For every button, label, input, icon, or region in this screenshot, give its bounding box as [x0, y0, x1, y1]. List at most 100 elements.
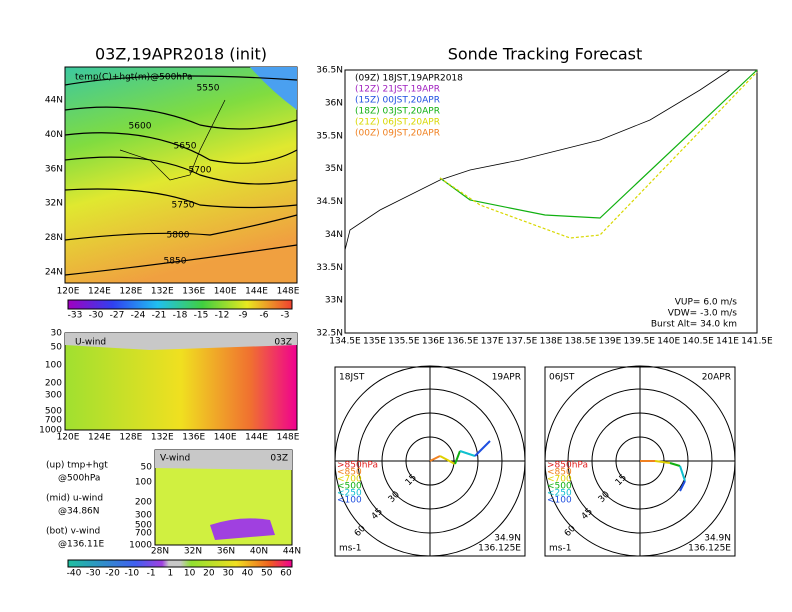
hodo-seg [654, 460, 671, 464]
label: -30 [89, 311, 104, 321]
label: 200 [135, 498, 152, 508]
label: <700 [337, 475, 362, 485]
label: -3 [281, 311, 290, 321]
label: 34N [325, 230, 343, 240]
label: 138.5E [565, 337, 597, 347]
label: 700 [135, 529, 152, 539]
track-line [439, 69, 758, 219]
label: 1000 [39, 426, 62, 436]
label: 136.125E [688, 544, 731, 554]
label: 132E [151, 433, 174, 443]
label: (09Z) 18JST,19APR2018 [355, 74, 463, 84]
label: -18 [173, 311, 188, 321]
label: 132E [151, 287, 174, 297]
hodo-seg [439, 455, 456, 465]
label: VDW= -3.0 m/s [668, 309, 738, 319]
label: 148E [277, 433, 300, 443]
label: 135.5E [388, 337, 420, 347]
label: 128E [119, 433, 142, 443]
label: -40 [67, 569, 82, 579]
label: 50 [261, 569, 273, 579]
label: >850hPa [547, 461, 588, 471]
label: -27 [110, 311, 125, 321]
temp-colorbar [67, 299, 293, 310]
label: 33.5N [316, 263, 343, 273]
label: 139E [598, 337, 621, 347]
label: 500 [45, 407, 62, 417]
label: 44N [45, 96, 63, 106]
label: -30 [86, 569, 101, 579]
label: @136.11E [58, 540, 104, 550]
label: 100 [45, 361, 62, 371]
label: 5850 [164, 257, 187, 267]
label: <850 [337, 468, 362, 478]
track-map [344, 69, 758, 334]
label: (12Z) 21JST,19APR [355, 85, 440, 95]
label: 40N [250, 547, 268, 557]
label: 32N [45, 199, 63, 209]
label: 36.5N [316, 66, 343, 76]
label: 141.5E [741, 337, 773, 347]
label: 06JST [549, 373, 575, 383]
label: 300 [45, 391, 62, 401]
label: 33N [325, 296, 343, 306]
label: <500 [337, 482, 362, 492]
hodo-seg [679, 480, 686, 492]
label: 124E [88, 433, 111, 443]
label: (mid) u-wind [46, 494, 103, 504]
label: >850hPa [337, 461, 378, 471]
label: ms-1 [549, 544, 571, 554]
label: V-wind [160, 454, 190, 464]
label: 28N [45, 233, 63, 243]
label: 135E [363, 337, 386, 347]
label: (up) tmp+hgt [46, 461, 108, 471]
label: 50 [51, 343, 63, 353]
hodo-seg [459, 450, 476, 457]
label: Sonde Tracking Forecast [448, 45, 643, 64]
label: 300 [135, 511, 152, 521]
label: 148E [277, 287, 300, 297]
hodo-seg [474, 440, 491, 457]
label: (00Z) 09JST,20APR [355, 129, 440, 139]
label: 30 [222, 569, 234, 579]
label: 36N [217, 547, 235, 557]
label: 34.5N [316, 197, 343, 207]
label: 5750 [172, 201, 195, 211]
label: 141E [716, 337, 739, 347]
label: 136.5E [447, 337, 479, 347]
label: @34.86N [58, 507, 100, 517]
label: 136E [182, 433, 205, 443]
label: 50 [141, 463, 153, 473]
label: 34.9N [704, 534, 731, 544]
label: 44N [283, 547, 301, 557]
label: 10 [184, 569, 196, 579]
hodo-seg [429, 455, 441, 462]
label: <250 [337, 489, 362, 499]
label: 137E [481, 337, 504, 347]
label: 19APR [492, 373, 521, 383]
label: 140E [657, 337, 680, 347]
label: 1000 [129, 541, 152, 551]
label: 20 [203, 569, 215, 579]
label: temp(C)+hgt(m)@500hPa [75, 73, 193, 83]
label: 35N [325, 164, 343, 174]
label: 32N [184, 547, 202, 557]
label: @500hPa [58, 474, 100, 484]
label: 120E [57, 287, 80, 297]
label: VUP= 6.0 m/s [675, 298, 738, 308]
coast [119, 99, 226, 181]
label: 700 [45, 416, 62, 426]
label: 60 [280, 569, 292, 579]
label: -15 [194, 311, 209, 321]
label: -6 [260, 311, 269, 321]
label: 5700 [189, 166, 212, 176]
label: 140.5E [682, 337, 714, 347]
label: -21 [152, 311, 167, 321]
label: U-wind [75, 338, 106, 348]
label: 140E [214, 287, 237, 297]
label: 30 [51, 329, 63, 339]
label: ms-1 [339, 544, 361, 554]
label: 100 [135, 478, 152, 488]
label: 20APR [702, 373, 731, 383]
